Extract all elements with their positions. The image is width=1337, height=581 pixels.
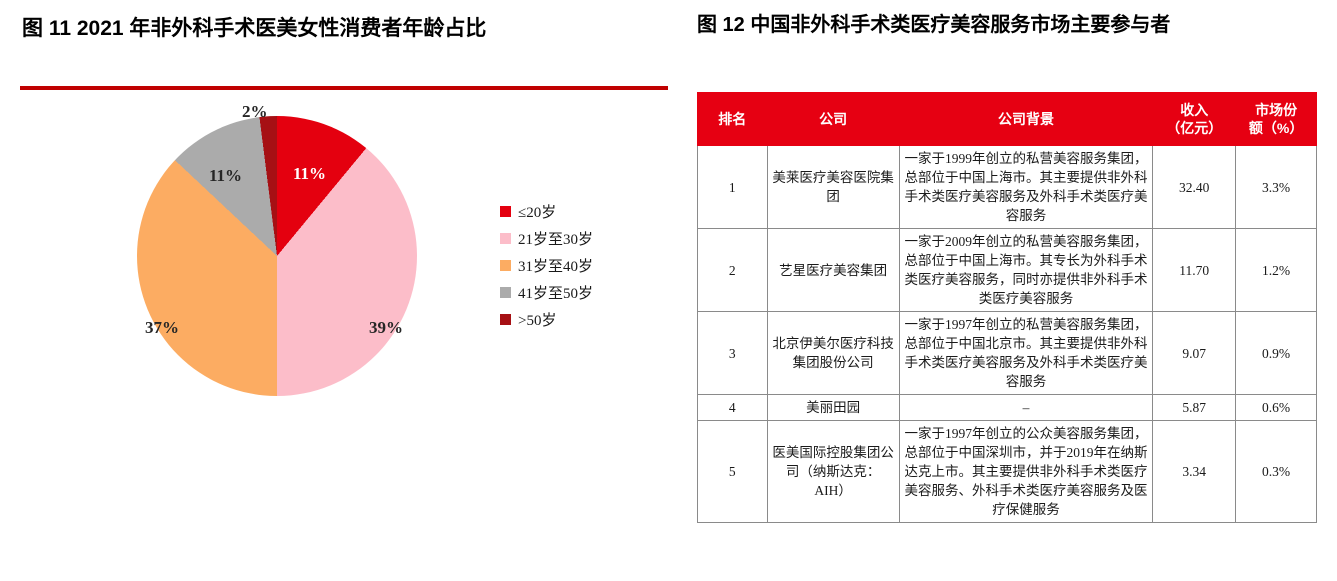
legend-label-gt50: >50岁: [518, 313, 557, 329]
col-header-revenue-line1: 收入: [1180, 102, 1209, 118]
cell-background: 一家于1999年创立的私营美容服务集团，总部位于中国上海市。其主要提供非外科手术…: [898, 145, 1154, 229]
cell-company: 艺星医疗美容集团: [766, 228, 900, 312]
cell-revenue: 3.34: [1152, 420, 1237, 523]
legend-label-le20: ≤20岁: [518, 205, 557, 221]
legend-item-31-40: 31岁至40岁: [500, 252, 660, 279]
col-header-rank: 排名: [697, 92, 768, 146]
title-divider-rule: [20, 86, 668, 90]
table-figure-panel: 图 12 中国非外科手术类医疗美容服务市场主要参与者 排名 公司 公司背景 收入…: [672, 0, 1337, 581]
cell-share: 0.3%: [1235, 420, 1317, 523]
legend-item-41-50: 41岁至50岁: [500, 279, 660, 306]
pie-chart: 11% 39% 37% 11% 2%: [137, 102, 417, 396]
pie-label-31-40: 37%: [145, 318, 179, 337]
cell-rank: 3: [697, 311, 768, 395]
cell-company: 美莱医疗美容医院集团: [766, 145, 900, 229]
cell-share: 1.2%: [1235, 228, 1317, 312]
col-header-background: 公司背景: [898, 92, 1154, 146]
legend-item-21-30: 21岁至30岁: [500, 225, 660, 252]
pie-label-le20: 11%: [293, 164, 327, 183]
figure-11-title: 图 11 2021 年非外科手术医美女性消费者年龄占比: [22, 17, 487, 40]
table-header: 排名 公司 公司背景 收入 （亿元） 市场份 额（%）: [697, 92, 1317, 146]
legend-item-gt50: >50岁: [500, 306, 660, 333]
legend-swatch-le20: [500, 206, 511, 217]
cell-rank: 1: [697, 145, 768, 229]
cell-rank: 2: [697, 228, 768, 312]
pie-disc: [137, 116, 417, 396]
pie-label-21-30: 39%: [369, 318, 403, 337]
cell-rank: 5: [697, 420, 768, 523]
legend-item-le20: ≤20岁: [500, 198, 660, 225]
cell-background: –: [898, 394, 1154, 421]
cell-revenue: 32.40: [1152, 145, 1237, 229]
legend-swatch-21-30: [500, 233, 511, 244]
cell-company: 北京伊美尔医疗科技集团股份公司: [766, 311, 900, 395]
table-row: 4 美丽田园 – 5.87 0.6%: [697, 394, 1317, 421]
cell-revenue: 9.07: [1152, 311, 1237, 395]
table-row: 5 医美国际控股集团公司（纳斯达克：AIH） 一家于1997年创立的公众美容服务…: [697, 420, 1317, 523]
cell-revenue: 5.87: [1152, 394, 1237, 421]
cell-rank: 4: [697, 394, 768, 421]
pie-label-41-50: 11%: [209, 166, 243, 185]
market-participants-table: 排名 公司 公司背景 收入 （亿元） 市场份 额（%） 1 美莱医疗美容: [697, 92, 1317, 523]
col-header-share-line1: 市场份: [1255, 102, 1298, 118]
legend-swatch-31-40: [500, 260, 511, 271]
legend-swatch-gt50: [500, 314, 511, 325]
table-body: 1 美莱医疗美容医院集团 一家于1999年创立的私营美容服务集团，总部位于中国上…: [697, 145, 1317, 523]
cell-share: 0.6%: [1235, 394, 1317, 421]
cell-share: 3.3%: [1235, 145, 1317, 229]
col-header-revenue: 收入 （亿元）: [1152, 92, 1237, 146]
pie-legend: ≤20岁 21岁至30岁 31岁至40岁 41岁至50岁 >50岁: [500, 198, 660, 333]
legend-swatch-41-50: [500, 287, 511, 298]
legend-label-31-40: 31岁至40岁: [518, 259, 594, 275]
figure-12-title: 图 12 中国非外科手术类医疗美容服务市场主要参与者: [697, 14, 1171, 36]
pie-label-gt50: 2%: [242, 102, 268, 121]
cell-background: 一家于2009年创立的私营美容服务集团，总部位于中国上海市。其专长为外科手术类医…: [898, 228, 1154, 312]
table-row: 2 艺星医疗美容集团 一家于2009年创立的私营美容服务集团，总部位于中国上海市…: [697, 228, 1317, 312]
pie-figure-panel: 图 11 2021 年非外科手术医美女性消费者年龄占比 11% 39% 37% …: [0, 17, 672, 566]
table-row: 1 美莱医疗美容医院集团 一家于1999年创立的私营美容服务集团，总部位于中国上…: [697, 145, 1317, 229]
legend-label-41-50: 41岁至50岁: [518, 286, 594, 302]
cell-background: 一家于1997年创立的公众美容服务集团，总部位于中国深圳市，并于2019年在纳斯…: [898, 420, 1154, 523]
col-header-revenue-line2: （亿元）: [1166, 120, 1223, 136]
col-header-share-line2: 额（%）: [1248, 120, 1304, 136]
pie-chart-area: 11% 39% 37% 11% 2% ≤20岁 21岁至30岁 31岁至40岁: [0, 96, 672, 566]
cell-revenue: 11.70: [1152, 228, 1237, 312]
table-header-row: 排名 公司 公司背景 收入 （亿元） 市场份 额（%）: [697, 92, 1317, 146]
col-header-company: 公司: [766, 92, 900, 146]
cell-share: 0.9%: [1235, 311, 1317, 395]
cell-company: 医美国际控股集团公司（纳斯达克：AIH）: [766, 420, 900, 523]
legend-label-21-30: 21岁至30岁: [518, 232, 594, 248]
col-header-share: 市场份 额（%）: [1235, 92, 1317, 146]
cell-background: 一家于1997年创立的私营美容服务集团，总部位于中国北京市。其主要提供非外科手术…: [898, 311, 1154, 395]
table-row: 3 北京伊美尔医疗科技集团股份公司 一家于1997年创立的私营美容服务集团，总部…: [697, 311, 1317, 395]
cell-company: 美丽田园: [766, 394, 900, 421]
